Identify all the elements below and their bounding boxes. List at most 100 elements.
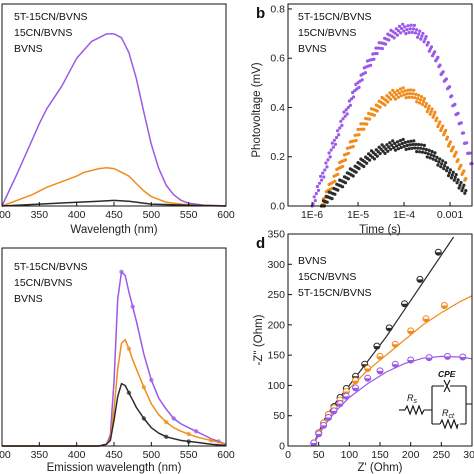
panel-b-point-2-87: [403, 89, 407, 93]
panel-d-point-fill-1-9: [373, 346, 380, 350]
panel-a-legend: 5T-15CN/BVNS 15CN/BVNS BVNS: [14, 11, 88, 55]
panel-b-point-2-107: [422, 97, 426, 101]
panel-d-point-fill-2-9: [377, 356, 383, 360]
panel-b-point-1-79: [394, 27, 398, 31]
panel-a-xticks: 300 350 400 450 500 550 600: [0, 202, 235, 221]
panel-b-point-3-74: [391, 139, 395, 143]
panel-b-point-1-31: [343, 114, 347, 118]
panel-b-point-3-89: [405, 143, 409, 148]
panel-b-point-1-112: [429, 45, 434, 49]
panel-d-point-fill-3-0: [310, 443, 317, 446]
panel-b-xtick-2: 1E-4: [393, 209, 415, 221]
panel-b-point-1-93: [409, 23, 413, 27]
panel-b-point-3-90: [406, 140, 410, 144]
panel-b-point-2-105: [420, 102, 425, 107]
panel-b-point-1-140: [459, 121, 463, 125]
circuit-resistor-rct: [439, 418, 459, 430]
panel-d-legend-entry-3: 5T-15CN/BVNS: [298, 287, 372, 299]
panel-b-point-3-58: [375, 154, 379, 158]
panel-b-point-3-76: [393, 141, 397, 145]
panel-b-point-3-73: [390, 143, 394, 147]
panel-d-point-fill-1-12: [416, 279, 423, 283]
panel-b-point-1-94: [410, 30, 414, 34]
panel-b-point-1-42: [355, 87, 359, 91]
panel-b-point-3-78: [394, 144, 399, 148]
panel-a-line-1: [1, 33, 227, 207]
panel-b-point-1-44: [357, 85, 361, 89]
panel-d-ylabel: -Z'' (Ohm): [253, 314, 265, 365]
panel-a-legend-entry-1: 5T-15CN/BVNS: [14, 11, 88, 23]
panel-b-point-3-96: [412, 139, 416, 143]
panel-b-point-2-113: [428, 112, 432, 116]
panel-b-point-3-98: [414, 142, 418, 146]
panel-b-point-3-63: [380, 143, 384, 147]
panel-d-label: d: [256, 235, 265, 252]
panel-b-point-3-11: [330, 197, 334, 201]
panel-b-point-1-120: [438, 63, 442, 67]
panel-b-point-2-50: [368, 117, 372, 121]
panel-b-point-2-73: [390, 93, 394, 97]
panel-d-xtick-6: 300: [463, 449, 474, 461]
panel-b-point-3-118: [433, 151, 437, 155]
panel-b-label: b: [256, 5, 265, 22]
panel-c-marker-3-15: [164, 434, 169, 440]
circuit-label-cpe: CPE: [438, 369, 456, 379]
panel-d-point-fill-2-10: [392, 344, 399, 348]
panel-b-point-2-148: [462, 169, 466, 173]
panel-b-ytick-4: 0.8: [270, 3, 285, 15]
panel-b-point-3-109: [424, 147, 428, 152]
panel-b-point-2-82: [398, 87, 402, 91]
panel-b-point-1-95: [411, 27, 415, 31]
panel-b-point-1-27: [339, 119, 343, 123]
panel-b-point-2-145: [459, 163, 463, 167]
panel-b-point-2-129: [444, 128, 448, 133]
panel-d-point-fill-3-8: [364, 378, 371, 382]
panel-b-point-2-77: [393, 97, 398, 101]
panel-b-point-3-55: [372, 157, 376, 161]
panel-b-point-2-116: [431, 115, 435, 119]
panel-b-point-3-94: [410, 146, 414, 150]
panel-b-ytick-3: 0.6: [270, 53, 285, 65]
panel-b-point-2-66: [383, 103, 387, 107]
panel-b-point-1-50: [363, 71, 367, 75]
panel-d-point-fill-3-13: [444, 356, 451, 360]
panel-d-point-fill-1-13: [435, 252, 442, 256]
panel-b-point-2-137: [451, 145, 455, 149]
panel-b-point-2-102: [418, 101, 422, 105]
panel-c-legend-entry-2: 15CN/BVNS: [14, 277, 72, 289]
panel-b-point-1-83: [399, 31, 403, 35]
panel-a-xtick-4: 500: [143, 209, 161, 221]
panel-b-point-3-138: [452, 178, 456, 182]
panel-b-point-1-126: [444, 77, 448, 81]
panel-d-ytick-7: 350: [267, 229, 285, 241]
panel-b-point-2-110: [425, 110, 429, 114]
panel-b-point-3-130: [445, 169, 449, 173]
panel-b-point-1-72: [387, 38, 391, 42]
panel-b-point-2-101: [417, 93, 421, 97]
panel-b-point-2-106: [421, 99, 426, 104]
panel-b-point-1-38: [351, 90, 355, 95]
panel-b-point-3-79: [395, 140, 400, 144]
panel-c-legend-entry-3: BVNS: [14, 293, 43, 305]
panel-b-point-3-80: [396, 147, 400, 151]
panel-b-point-1-87: [403, 25, 407, 29]
panel-b-xtick-0: 1E-6: [301, 209, 323, 221]
panel-b-point-3-117: [432, 154, 436, 158]
panel-b-point-3-114: [429, 153, 433, 157]
panel-b-point-3-65: [382, 145, 386, 149]
panel-b-point-2-85: [401, 86, 405, 90]
panel-b-point-1-47: [360, 78, 364, 82]
panel-b-point-1-148: [468, 151, 472, 155]
panel-a-xtick-2: 400: [68, 209, 86, 221]
panel-b-point-2-104: [419, 95, 424, 99]
panel-d-point-fill-3-5: [337, 403, 344, 407]
panel-b-point-1-86: [402, 29, 406, 33]
panel-b-point-3-106: [421, 147, 426, 151]
panel-b-point-3-103: [419, 146, 423, 150]
panel-c-marker-2-15: [164, 419, 169, 425]
panel-b-point-2-58: [375, 109, 379, 113]
panel-b-point-1-100: [417, 32, 421, 36]
panel-c-marker-2-9: [126, 346, 132, 352]
panel-b-point-1-4: [314, 192, 318, 196]
